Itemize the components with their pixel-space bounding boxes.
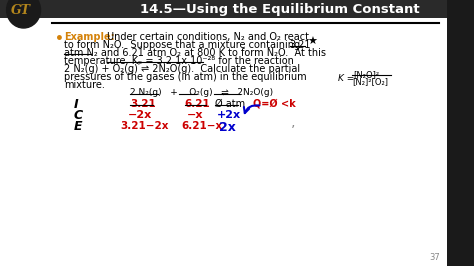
- Text: 2 N₂(g) + O₂(g) ⇌ 2N₂O(g).  Calculate the partial: 2 N₂(g) + O₂(g) ⇌ 2N₂O(g). Calculate the…: [64, 64, 300, 74]
- Text: C: C: [73, 109, 82, 122]
- Text: •: •: [55, 32, 64, 46]
- Text: 3.21: 3.21: [290, 40, 311, 50]
- Circle shape: [7, 0, 41, 28]
- Text: Q=Ø <k: Q=Ø <k: [253, 99, 295, 109]
- Text: E: E: [73, 120, 82, 133]
- Text: mixture.: mixture.: [64, 80, 105, 90]
- Text: [N₂]²[O₂]: [N₂]²[O₂]: [352, 77, 388, 86]
- Text: [N₂O]²: [N₂O]²: [354, 70, 380, 79]
- Text: pressures of the gases (in atm) in the equilibrium: pressures of the gases (in atm) in the e…: [64, 72, 307, 82]
- Text: Ø atm: Ø atm: [215, 99, 245, 109]
- Text: 2 N₂(g)   +    O₂(g)   ⇌   2N₂O(g): 2 N₂(g) + O₂(g) ⇌ 2N₂O(g): [130, 88, 273, 97]
- Text: Example:: Example:: [64, 32, 115, 42]
- Text: 6.21: 6.21: [185, 99, 210, 109]
- Text: 3.21: 3.21: [130, 99, 156, 109]
- Text: 2x: 2x: [219, 121, 236, 134]
- Text: GT: GT: [11, 3, 31, 16]
- FancyBboxPatch shape: [0, 0, 447, 18]
- Text: 3.21−2x: 3.21−2x: [121, 121, 169, 131]
- Text: K =: K =: [337, 74, 354, 83]
- Text: temperature, Kₚ = 3.2 1x 10⁻²⁸ for the reaction: temperature, Kₚ = 3.2 1x 10⁻²⁸ for the r…: [64, 56, 294, 66]
- Text: 6.21−x: 6.21−x: [181, 121, 222, 131]
- Text: −x: −x: [187, 110, 203, 120]
- Text: I: I: [73, 98, 78, 111]
- Text: ★: ★: [308, 37, 318, 47]
- Text: 14.5—Using the Equilibrium Constant: 14.5—Using the Equilibrium Constant: [139, 2, 419, 15]
- Text: to form N₂O.  Suppose that a mixture containing: to form N₂O. Suppose that a mixture cont…: [64, 40, 300, 50]
- FancyBboxPatch shape: [0, 0, 447, 266]
- Text: 37: 37: [429, 253, 440, 262]
- Text: atm N₂ and 6.21 atm O₂ at 800 K to form N₂O.  At this: atm N₂ and 6.21 atm O₂ at 800 K to form …: [64, 48, 326, 58]
- Text: Under certain conditions, N₂ and O₂ react: Under certain conditions, N₂ and O₂ reac…: [107, 32, 309, 42]
- Text: ’: ’: [291, 124, 295, 138]
- Text: −2x: −2x: [128, 110, 153, 120]
- Text: +2x: +2x: [217, 110, 241, 120]
